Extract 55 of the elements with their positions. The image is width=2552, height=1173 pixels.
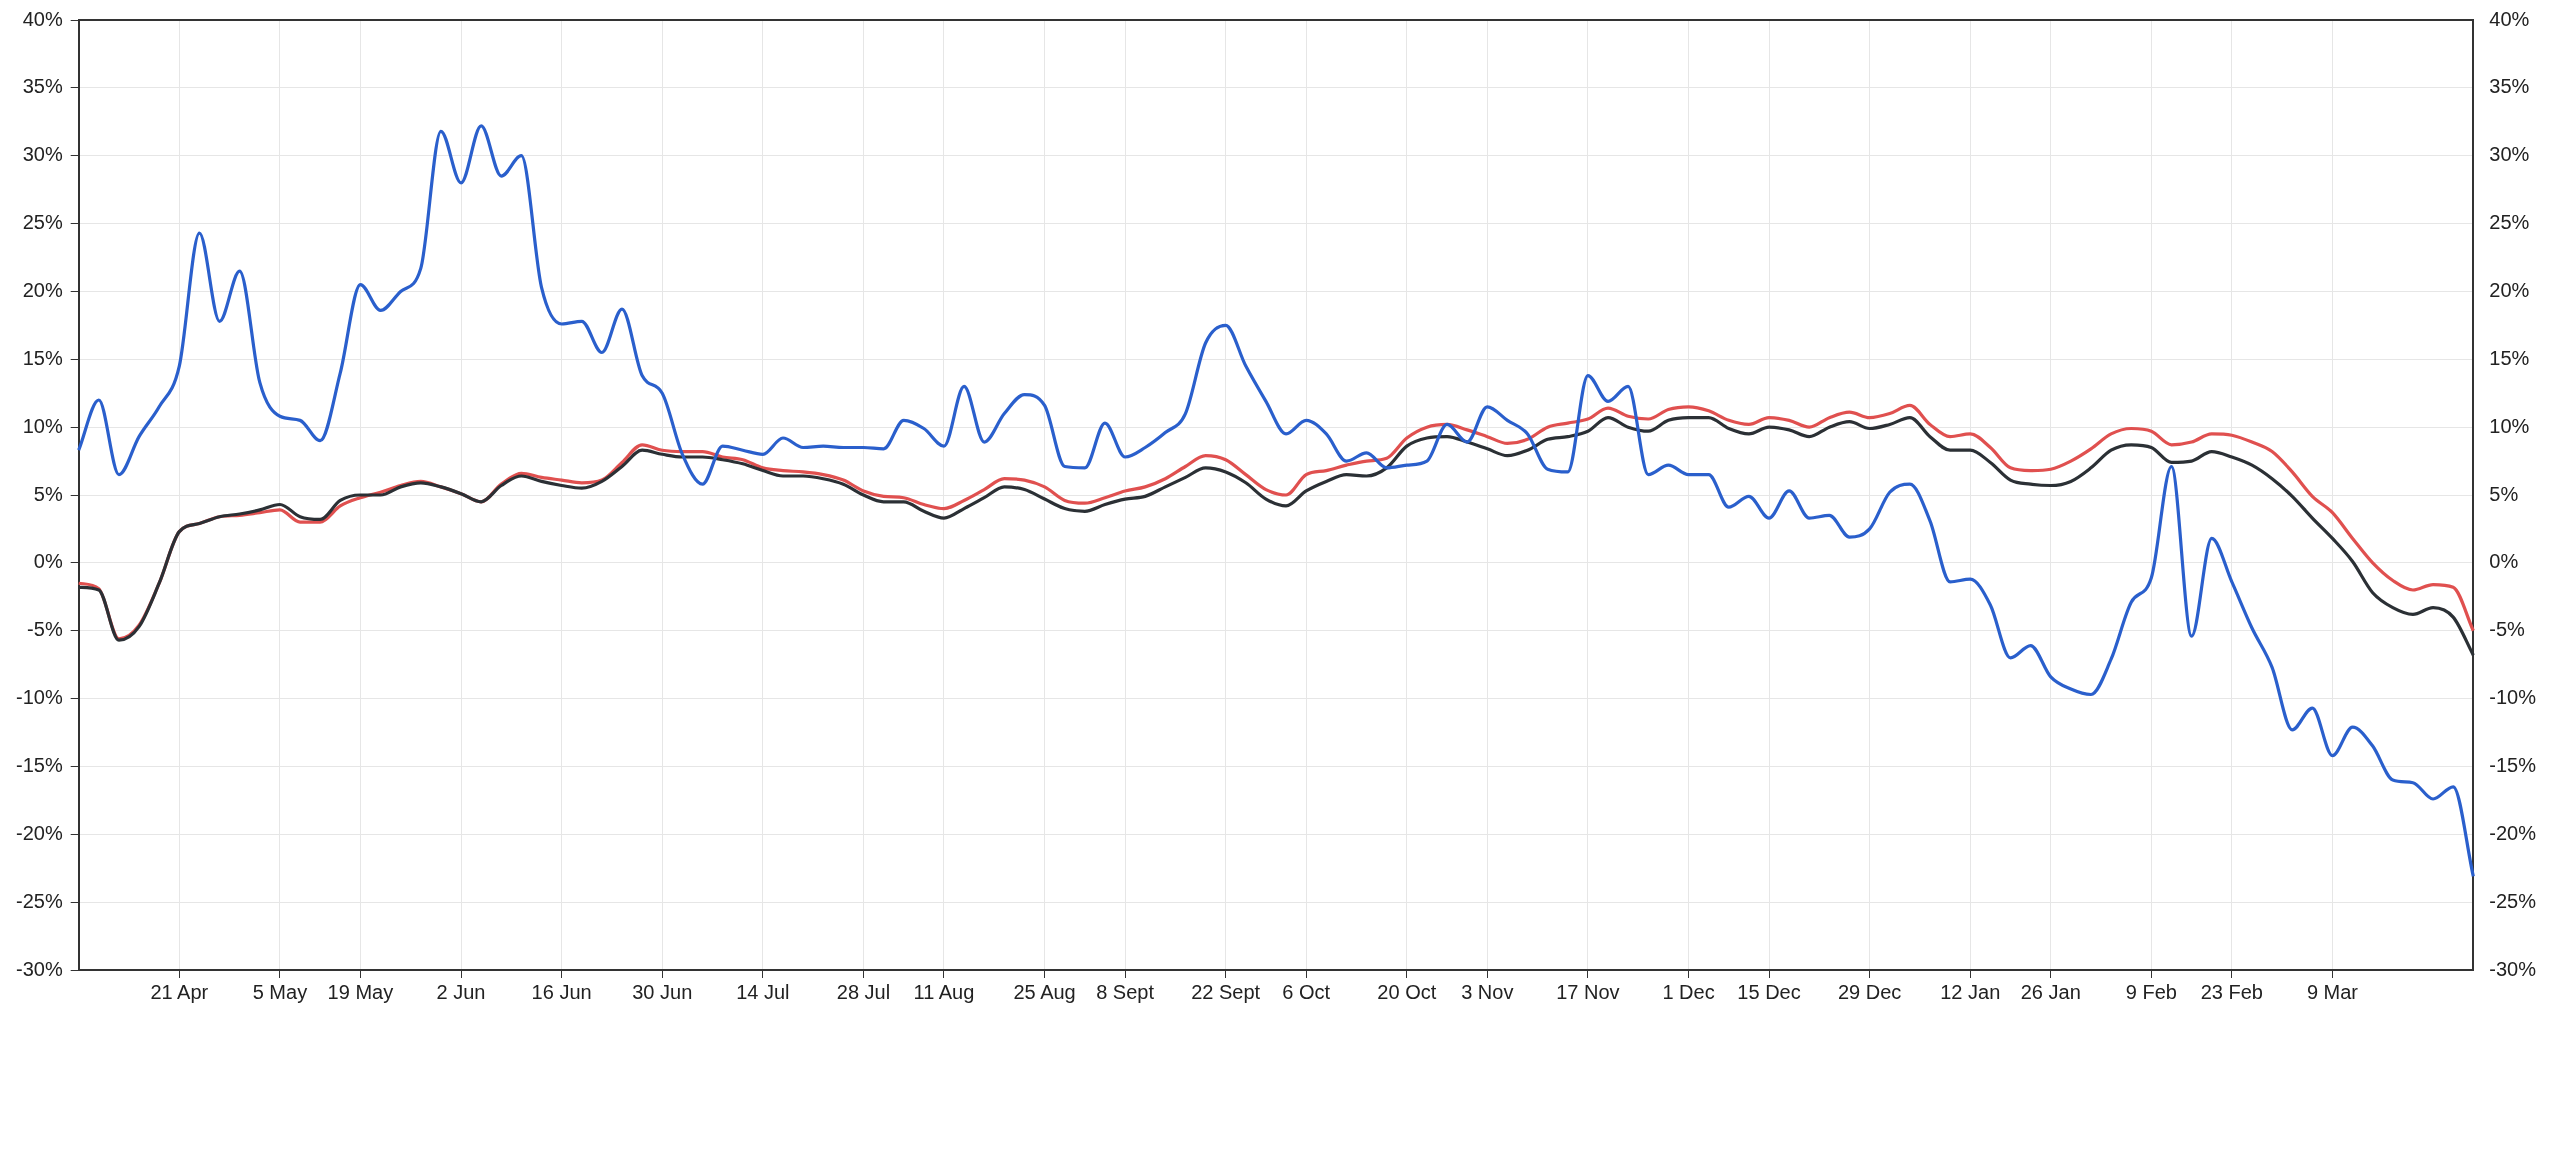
y-tick-label: -25% — [15, 889, 63, 912]
y-tick-label: 0% — [33, 550, 63, 573]
x-tick-label: 9 Feb — [2125, 980, 2177, 1003]
x-tick-label: 2 Jun — [436, 980, 486, 1003]
y-tick-label: 30% — [22, 143, 63, 166]
x-tick-label: 30 Jun — [632, 980, 693, 1003]
y-tick-label: 10% — [22, 414, 63, 437]
y2-tick-label: 15% — [2489, 346, 2530, 369]
x-tick-label: 5 May — [252, 980, 308, 1003]
x-tick-label: 9 Mar — [2306, 980, 2359, 1003]
x-tick-label: 3 Nov — [1461, 980, 1514, 1003]
x-tick-label: 29 Dec — [1837, 980, 1902, 1003]
y2-tick-label: 10% — [2489, 414, 2530, 437]
x-tick-label: 12 Jan — [1940, 980, 2001, 1003]
y2-tick-label: -20% — [2489, 821, 2537, 844]
y2-tick-label: -30% — [2489, 957, 2537, 980]
y2-tick-label: 30% — [2489, 143, 2530, 166]
y-tick-label: -30% — [15, 957, 63, 980]
x-tick-label: 16 Jun — [531, 980, 592, 1003]
y2-tick-label: -25% — [2489, 889, 2537, 912]
x-tick-label: 1 Dec — [1662, 980, 1715, 1003]
y-tick-label: 40% — [22, 7, 63, 30]
line-series — [77, 124, 2475, 878]
y2-tick-label: 25% — [2489, 211, 2530, 234]
y-tick-label: 5% — [33, 482, 63, 505]
x-tick-label: 6 Oct — [1282, 980, 1331, 1003]
y-tick-label: -15% — [15, 753, 63, 776]
y-tick-label: 15% — [22, 346, 63, 369]
x-tick-label: 25 Aug — [1013, 980, 1076, 1003]
y2-tick-label: -5% — [2489, 618, 2526, 641]
y2-tick-label: 20% — [2489, 278, 2530, 301]
x-tick-label: 21 Apr — [150, 980, 209, 1003]
x-tick-label: 17 Nov — [1556, 980, 1620, 1003]
x-tick-label: 23 Feb — [2200, 980, 2263, 1003]
x-tick-label: 19 May — [327, 980, 394, 1003]
y2-tick-label: -15% — [2489, 753, 2537, 776]
x-tick-label: 22 Sept — [1191, 980, 1261, 1003]
y2-tick-label: 0% — [2489, 550, 2519, 573]
y-tick-label: -10% — [15, 686, 63, 709]
x-tick-label: 14 Jul — [736, 980, 790, 1003]
x-tick-label: 26 Jan — [2020, 980, 2081, 1003]
y-tick-label: -20% — [15, 821, 63, 844]
y2-tick-label: -10% — [2489, 686, 2537, 709]
x-tick-label: 11 Aug — [913, 980, 975, 1003]
x-tick-label: 28 Jul — [836, 980, 891, 1003]
x-tick-label: 20 Oct — [1377, 980, 1437, 1003]
y-tick-label: -5% — [27, 618, 63, 641]
x-tick-label: 15 Dec — [1737, 980, 1801, 1003]
y2-tick-label: 5% — [2489, 482, 2519, 505]
y-tick-label: 25% — [22, 211, 63, 234]
y-tick-label: 20% — [22, 278, 63, 301]
y-tick-label: 35% — [22, 75, 63, 98]
x-tick-label: 8 Sept — [1096, 980, 1155, 1003]
y2-tick-label: 35% — [2489, 75, 2530, 98]
y2-tick-label: 40% — [2489, 7, 2530, 30]
